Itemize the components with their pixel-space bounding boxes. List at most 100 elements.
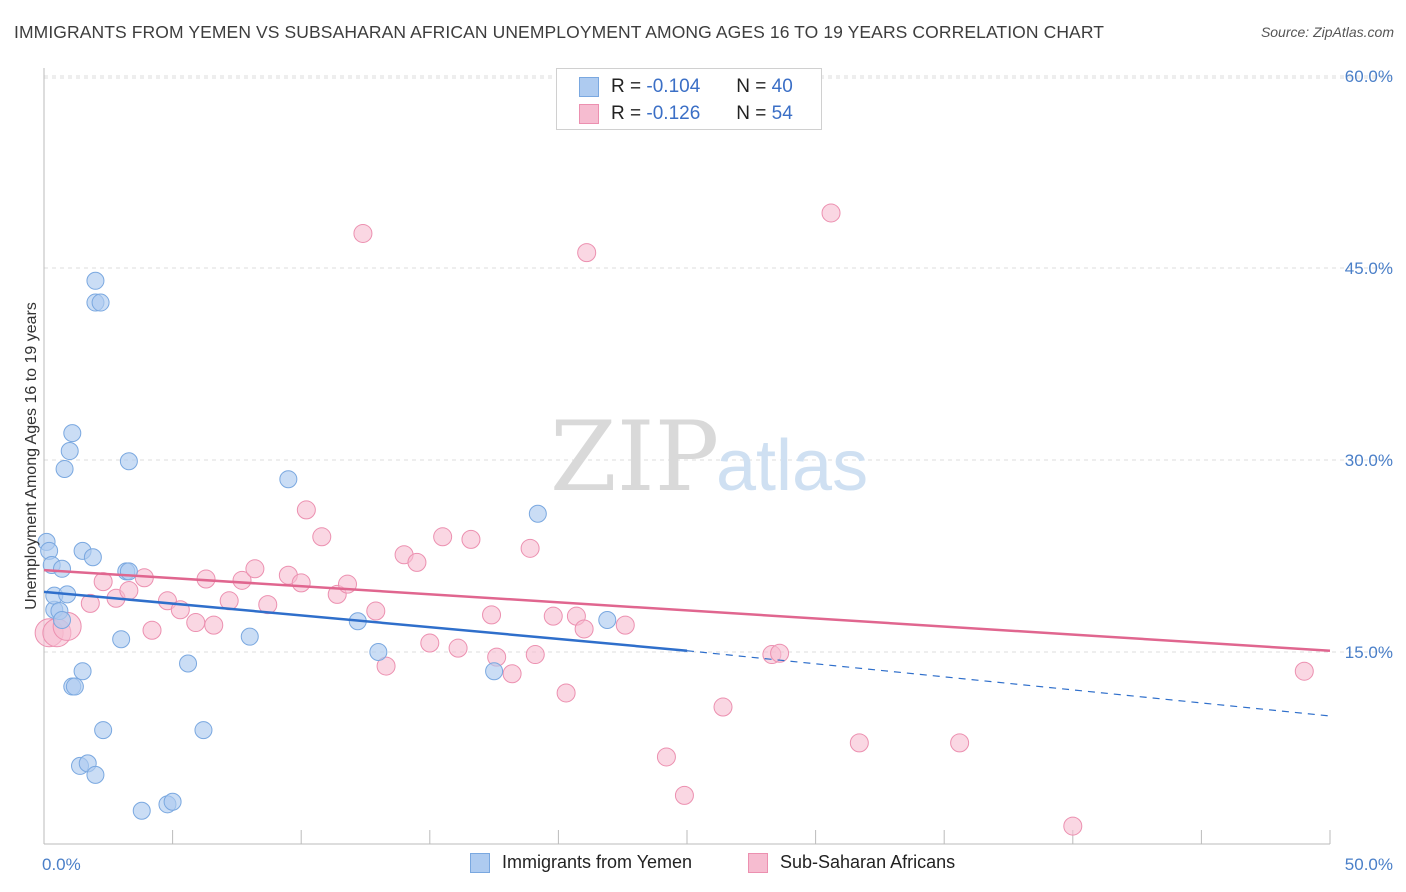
- yemen-point-36: [369, 643, 388, 661]
- subsaharan-point-28: [407, 552, 427, 572]
- subsaharan-point-45: [674, 785, 694, 805]
- yemen-point-24: [112, 630, 131, 649]
- yemen-point-10: [60, 442, 79, 461]
- x-tick-label-0: 0.0%: [42, 855, 81, 874]
- yemen-point-38: [528, 504, 547, 523]
- legend-swatch-yemen-bottom: [470, 852, 490, 873]
- legend-r-label-subsaharan: R =: [611, 103, 642, 124]
- legend-row-yemen: R = -0.104 N = 40: [579, 76, 793, 98]
- watermark-zip: ZIP: [550, 401, 719, 513]
- yemen-point-19: [86, 765, 105, 784]
- yemen-point-31: [179, 654, 198, 673]
- subsaharan-point-29: [420, 633, 440, 653]
- subsaharan-point-39: [556, 683, 576, 703]
- subsaharan-point-49: [821, 203, 841, 223]
- subsaharan-point-33: [482, 605, 502, 625]
- legend-name-subsaharan: Sub-Saharan Africans: [780, 852, 956, 872]
- yemen-point-32: [194, 721, 213, 740]
- subsaharan-point-48: [770, 643, 790, 663]
- subsaharan-point-31: [448, 638, 468, 658]
- chart-title: IMMIGRANTS FROM YEMEN VS SUBSAHARAN AFRI…: [14, 22, 1105, 42]
- yemen-points: [37, 271, 617, 820]
- y-tick-label-2: 45.0%: [1345, 259, 1393, 278]
- legend-swatch-subsaharan-bottom: [748, 852, 768, 873]
- legend-name-yemen: Immigrants from Yemen: [502, 852, 693, 872]
- subsaharan-point-38: [543, 606, 563, 626]
- yemen-point-23: [94, 721, 113, 740]
- yemen-point-28: [132, 801, 151, 820]
- subsaharan-point-43: [615, 615, 635, 635]
- y-axis-label: Unemployment Among Ages 16 to 19 years: [23, 302, 40, 610]
- legend-n-value-yemen: 40: [771, 76, 793, 97]
- legend-r-value-yemen: -0.104: [646, 76, 701, 97]
- subsaharan-point-53: [1294, 661, 1314, 681]
- subsaharan-point-6: [119, 581, 139, 601]
- legend-r-label-yemen: R =: [611, 76, 642, 97]
- legend-row-subsaharan: R = -0.126 N = 54: [579, 103, 793, 125]
- subsaharan-point-11: [186, 613, 206, 633]
- axes: [43, 68, 1331, 845]
- yemen-trend-line: [43, 590, 688, 652]
- x-tick-label-1: 50.0%: [1345, 855, 1393, 874]
- subsaharan-point-24: [353, 223, 373, 243]
- subsaharan-point-8: [142, 620, 162, 640]
- y-tick-label-1: 30.0%: [1345, 451, 1393, 470]
- subsaharan-point-25: [366, 601, 386, 621]
- subsaharan-point-17: [258, 595, 278, 615]
- subsaharan-point-41: [574, 619, 594, 639]
- subsaharan-point-3: [80, 593, 100, 613]
- yemen-point-27: [119, 452, 138, 471]
- yemen-point-7: [53, 611, 72, 629]
- yemen-point-39: [598, 611, 617, 629]
- legend-n-label-yemen: N =: [736, 76, 767, 97]
- subsaharan-point-13: [204, 615, 224, 635]
- yemen-point-8: [55, 459, 74, 478]
- y-tick-label-3: 60.0%: [1345, 67, 1393, 86]
- subsaharan-point-21: [312, 527, 332, 547]
- watermark: ZIP atlas: [550, 401, 868, 513]
- legend-swatch-yemen: [579, 77, 599, 97]
- watermark-atlas: atlas: [716, 426, 868, 506]
- subsaharan-point-16: [245, 559, 265, 579]
- subsaharan-point-26: [376, 656, 396, 676]
- yemen-point-34: [279, 470, 298, 489]
- yemen-trend-extension: [686, 650, 1331, 717]
- legend-swatch-subsaharan: [579, 104, 599, 124]
- legend-item-yemen[interactable]: Immigrants from Yemen: [470, 852, 692, 873]
- trend-lines: [43, 568, 1331, 717]
- subsaharan-point-52: [1063, 816, 1083, 836]
- subsaharan-point-36: [520, 538, 540, 558]
- yemen-point-37: [485, 662, 504, 681]
- subsaharan-point-20: [296, 500, 316, 520]
- subsaharan-points: [34, 203, 1314, 836]
- legend-n-value-subsaharan: 54: [771, 103, 793, 124]
- yemen-point-6: [53, 559, 72, 578]
- source-credit: Source: ZipAtlas.com: [1260, 24, 1394, 40]
- correlation-legend: R = -0.104 N = 40 R = -0.126 N = 54: [556, 68, 822, 130]
- subsaharan-point-15: [232, 570, 252, 590]
- yemen-point-15: [65, 677, 84, 696]
- yemen-point-11: [63, 424, 82, 443]
- subsaharan-point-42: [577, 243, 597, 263]
- subsaharan-point-50: [849, 733, 869, 753]
- series-legend: Immigrants from Yemen Sub-Saharan Africa…: [0, 852, 1406, 876]
- legend-n-label-subsaharan: N =: [736, 103, 767, 124]
- subsaharan-point-30: [433, 527, 453, 547]
- subsaharan-trend-line: [43, 568, 1331, 652]
- yemen-point-30: [163, 792, 182, 811]
- tick-labels: 15.0% 30.0% 45.0% 60.0% 0.0% 50.0%: [42, 67, 1393, 874]
- subsaharan-point-46: [713, 697, 733, 717]
- yemen-point-26: [119, 562, 138, 581]
- yemen-point-18: [83, 548, 102, 567]
- legend-item-subsaharan[interactable]: Sub-Saharan Africans: [748, 852, 955, 873]
- yemen-point-20: [86, 271, 105, 290]
- yemen-point-12: [73, 662, 92, 681]
- subsaharan-point-37: [525, 645, 545, 665]
- subsaharan-point-44: [656, 747, 676, 767]
- legend-r-value-subsaharan: -0.126: [646, 103, 701, 124]
- yemen-point-22: [91, 293, 110, 312]
- yemen-point-33: [240, 627, 259, 646]
- y-tick-label-0: 15.0%: [1345, 643, 1393, 662]
- subsaharan-point-19: [291, 573, 311, 593]
